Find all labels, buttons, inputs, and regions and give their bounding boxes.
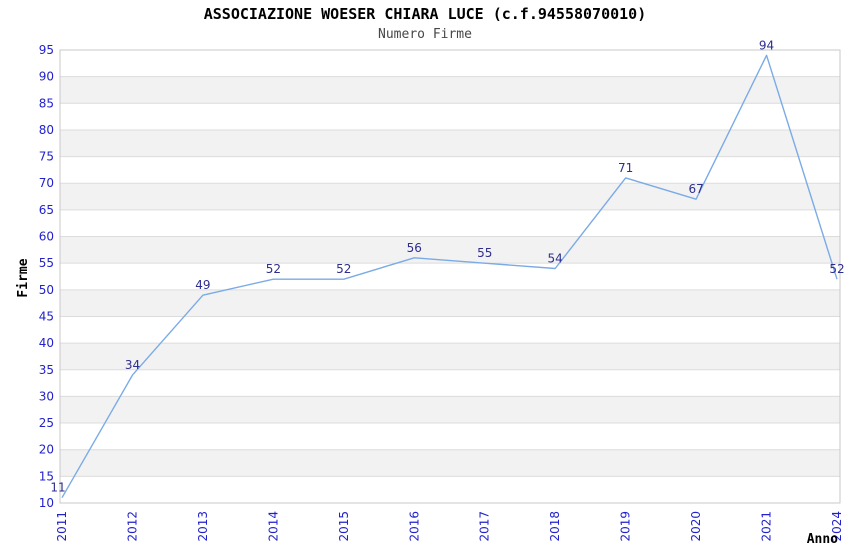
- y-tick-label: 50: [39, 283, 54, 297]
- y-tick-label: 15: [39, 469, 54, 483]
- plot-band: [60, 316, 840, 344]
- plot-band: [60, 343, 840, 370]
- value-label: 52: [336, 262, 351, 276]
- x-tick-label: 2012: [125, 511, 139, 542]
- y-tick-label: 75: [39, 150, 54, 164]
- x-tick-label: 2013: [196, 511, 210, 542]
- chart-subtitle: Numero Firme: [378, 27, 472, 42]
- plot-band: [60, 263, 840, 290]
- x-tick-label: 2011: [55, 511, 69, 542]
- plot-band: [60, 183, 840, 210]
- x-tick-label: 2017: [478, 511, 492, 542]
- value-label: 52: [829, 262, 844, 276]
- value-label: 34: [125, 358, 140, 372]
- value-label: 55: [477, 246, 492, 260]
- plot-band: [60, 423, 840, 450]
- x-tick-label: 2015: [337, 511, 351, 542]
- y-tick-label: 85: [39, 96, 54, 110]
- y-tick-label: 95: [39, 43, 54, 57]
- y-tick-label: 45: [39, 309, 54, 323]
- y-tick-label: 20: [39, 443, 54, 457]
- x-tick-label: 2021: [760, 511, 774, 542]
- x-tick-label: 2018: [548, 511, 562, 542]
- plot-band: [60, 396, 840, 424]
- y-tick-label: 10: [39, 496, 54, 510]
- plot-band: [60, 236, 840, 264]
- plot-band: [60, 209, 840, 237]
- y-tick-label: 70: [39, 176, 54, 190]
- y-tick-label: 55: [39, 256, 54, 270]
- y-tick-label: 60: [39, 230, 54, 244]
- y-tick-label: 65: [39, 203, 54, 217]
- y-tick-label: 30: [39, 389, 54, 403]
- plot-band: [60, 129, 840, 157]
- chart-title: ASSOCIAZIONE WOESER CHIARA LUCE (c.f.945…: [203, 5, 647, 23]
- plot-band: [60, 156, 840, 184]
- plot-band: [60, 476, 840, 503]
- y-tick-label: 90: [39, 70, 54, 84]
- x-tick-label: 2019: [619, 511, 633, 542]
- value-label: 49: [195, 278, 210, 292]
- plot-border: [59, 49, 841, 504]
- x-tick-label: 2024: [830, 511, 844, 542]
- value-label: 54: [548, 252, 563, 266]
- x-tick-label: 2020: [689, 511, 703, 542]
- value-label: 11: [50, 481, 65, 495]
- plot-band: [60, 369, 840, 397]
- y-tick-label: 25: [39, 416, 54, 430]
- plot-band: [60, 449, 840, 477]
- plot-band: [60, 50, 840, 77]
- y-tick-label: 40: [39, 336, 54, 350]
- value-label: 56: [407, 241, 422, 255]
- y-tick-label: 80: [39, 123, 54, 137]
- x-axis-title: Anno: [807, 532, 838, 547]
- x-tick-label: 2016: [407, 511, 421, 542]
- value-label: 94: [759, 38, 774, 52]
- value-label: 67: [688, 182, 703, 196]
- plot-band: [60, 289, 840, 317]
- plot-band: [60, 76, 840, 104]
- data-line: [61, 54, 838, 499]
- y-tick-label: 35: [39, 363, 54, 377]
- plot-band: [60, 103, 840, 130]
- y-axis-title: Firme: [16, 258, 31, 297]
- x-tick-label: 2014: [266, 511, 280, 542]
- value-label: 52: [266, 262, 281, 276]
- value-label: 71: [618, 161, 633, 175]
